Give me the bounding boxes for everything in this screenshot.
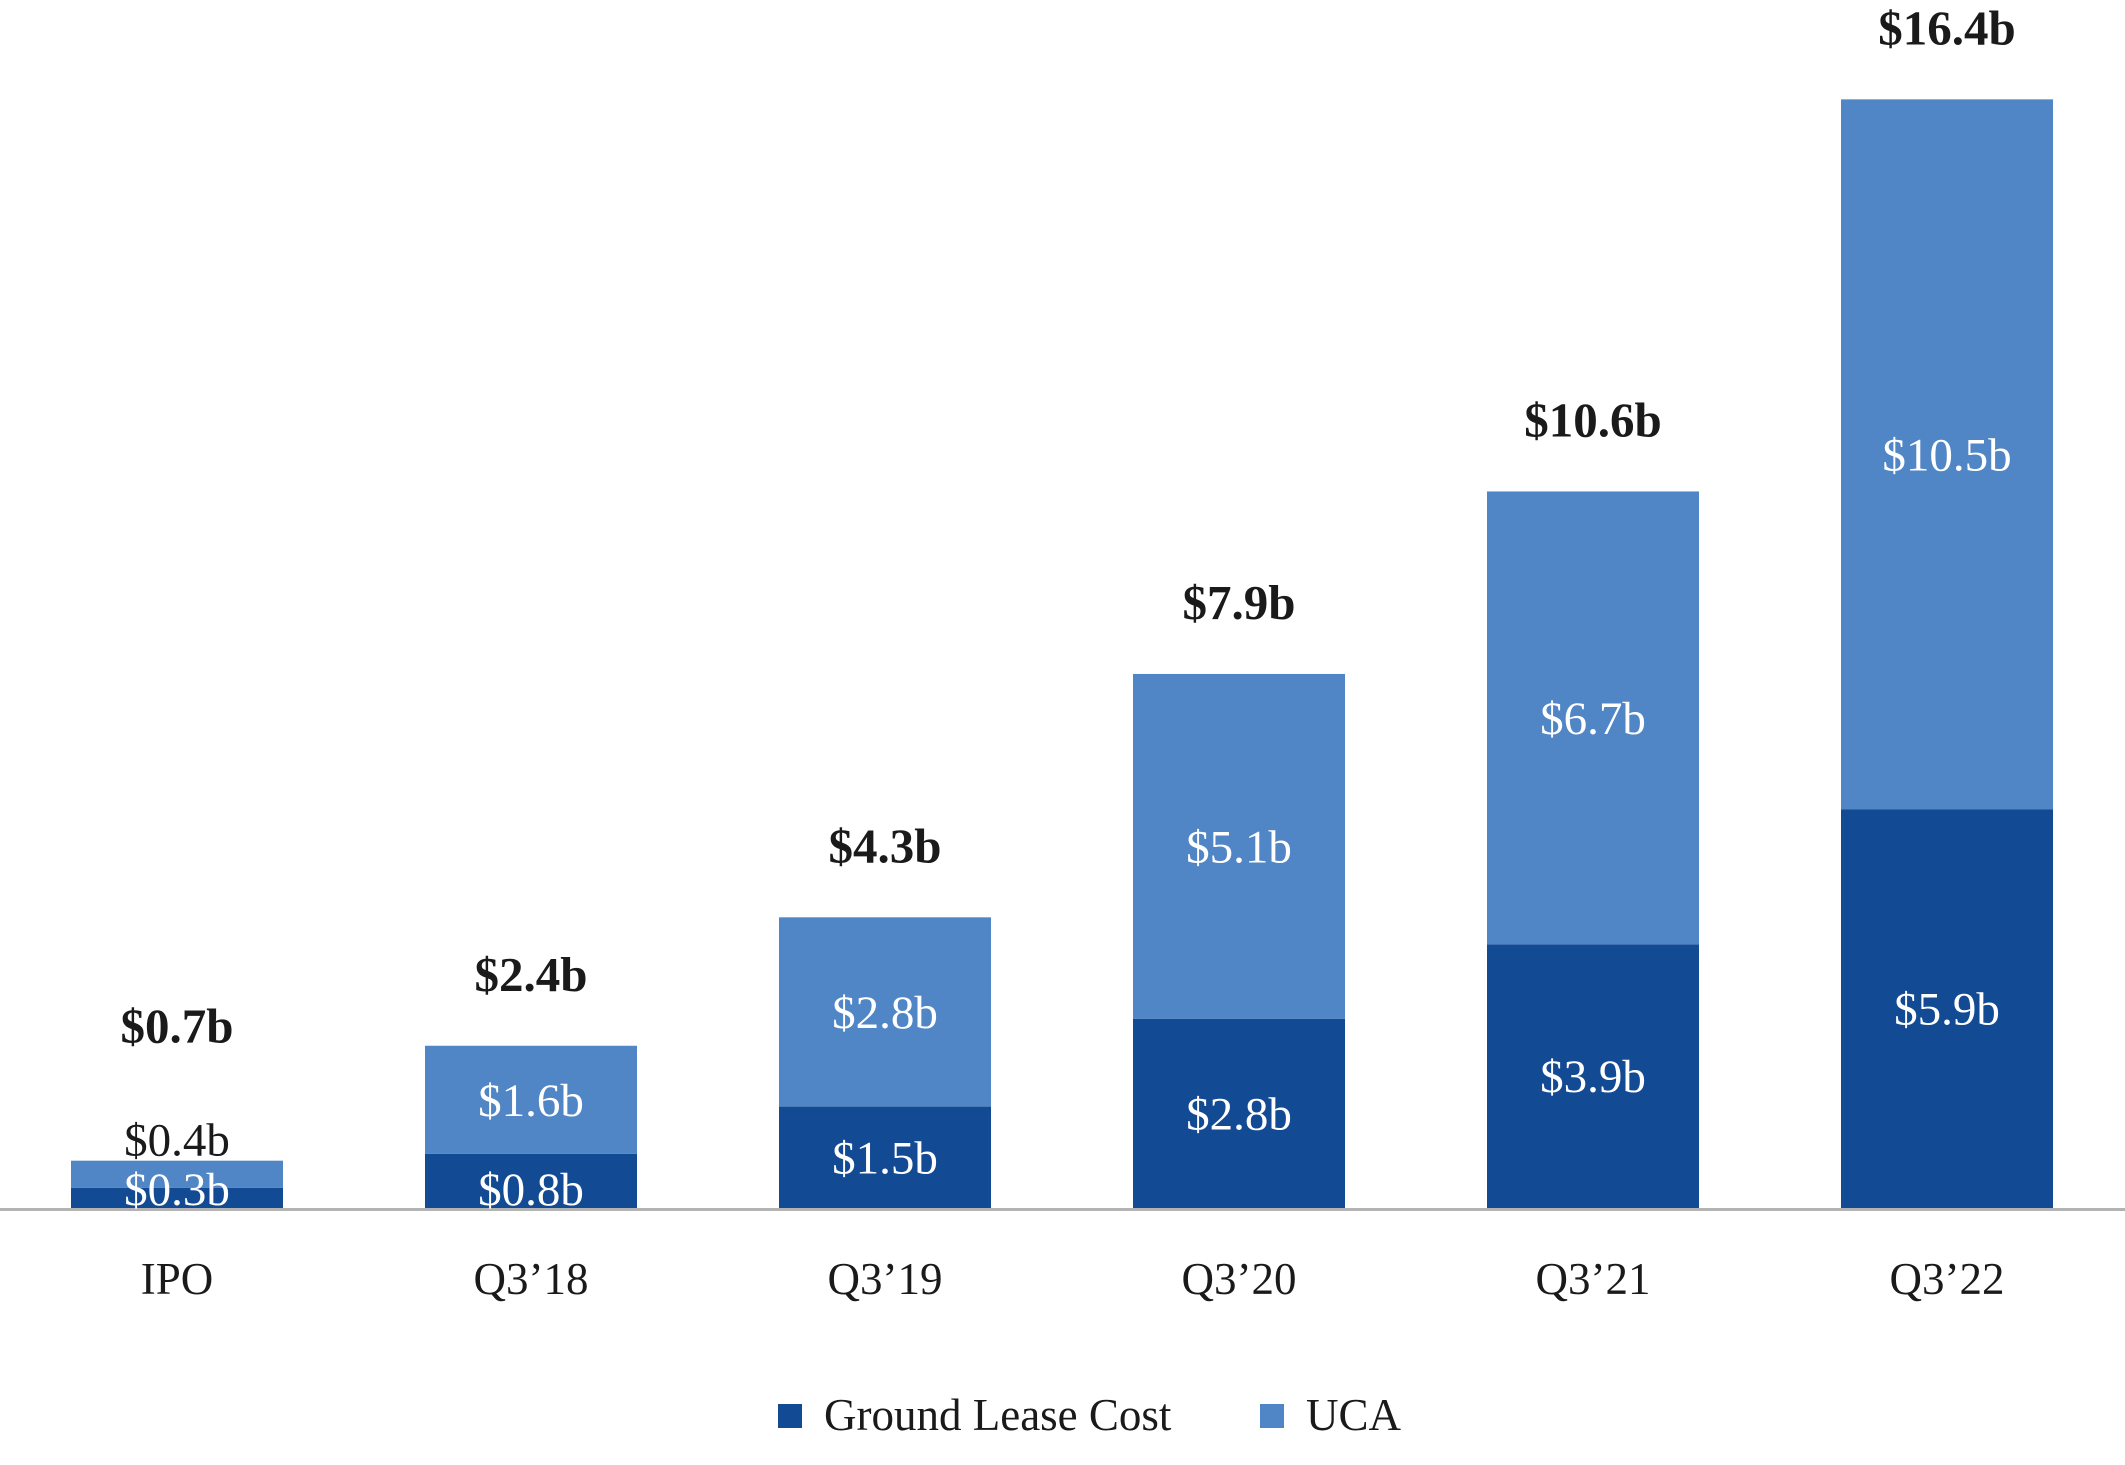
value-label-ground-lease-cost-q3-20: $2.8b [1186,1088,1292,1140]
bar-ground-lease-cost-q3-20 [1133,1018,1345,1208]
total-label-q3-18: $2.4b [474,947,587,1002]
x-tick-ipo: IPO [141,1254,214,1304]
value-label-ground-lease-cost-ipo: $0.3b [124,1164,230,1216]
bars-layer [71,99,2053,1208]
value-label-uca-q3-20: $5.1b [1186,821,1292,873]
bar-ground-lease-cost-ipo [71,1187,283,1208]
legend-label-ground-lease-cost: Ground Lease Cost [824,1390,1172,1440]
bar-ground-lease-cost-q3-19 [779,1106,991,1208]
value-label-ground-lease-cost-q3-19: $1.5b [832,1132,938,1184]
value-label-uca-q3-18: $1.6b [478,1075,584,1127]
labels-layer: $0.3b$0.4b $0.7b $0.8b $1.6b $2.4b $1.5b $2.8b… [120,0,2015,1216]
bar-uca-q3-20 [1133,673,1345,1019]
x-tick-q3-22: Q3’22 [1890,1254,2005,1304]
total-label-q3-22: $16.4b [1878,0,2016,55]
legend-label-uca: UCA [1306,1390,1402,1440]
x-tick-q3-18: Q3’18 [474,1254,589,1304]
bar-ground-lease-cost-q3-18 [425,1153,637,1208]
bar-uca-q3-19 [779,917,991,1107]
total-label-q3-21: $10.6b [1524,392,1662,447]
bar-ground-lease-cost-q3-21 [1487,944,1699,1208]
total-label-q3-20: $7.9b [1182,575,1295,630]
legend-swatch-ground-lease-cost [778,1404,802,1428]
bar-ground-lease-cost-q3-22 [1841,809,2053,1208]
value-label-ground-lease-cost-q3-18: $0.8b [478,1164,584,1216]
bar-uca-q3-22 [1841,99,2053,810]
x-tick-q3-19: Q3’19 [828,1254,943,1304]
value-label-uca-q3-22: $10.5b [1882,429,2011,481]
value-label-ground-lease-cost-q3-21: $3.9b [1540,1051,1646,1103]
total-label-ipo: $0.7b [120,999,233,1054]
legend-swatch-uca [1260,1404,1284,1428]
total-label-q3-19: $4.3b [828,818,941,873]
value-label-uca-ipo: $0.4b [124,1115,230,1167]
value-label-uca-q3-21: $6.7b [1540,693,1646,745]
legend: Ground Lease Cost UCA [778,1390,1402,1440]
x-tick-q3-20: Q3’20 [1182,1254,1297,1304]
bar-uca-q3-21 [1487,491,1699,945]
bar-uca-q3-18 [425,1045,637,1154]
x-tick-labels: IPO Q3’18 Q3’19 Q3’20 Q3’21 Q3’22 [141,1254,2005,1304]
x-tick-q3-21: Q3’21 [1536,1254,1651,1304]
value-label-uca-q3-19: $2.8b [832,987,938,1039]
bar-uca-ipo [71,1160,283,1188]
value-label-ground-lease-cost-q3-22: $5.9b [1894,984,2000,1036]
